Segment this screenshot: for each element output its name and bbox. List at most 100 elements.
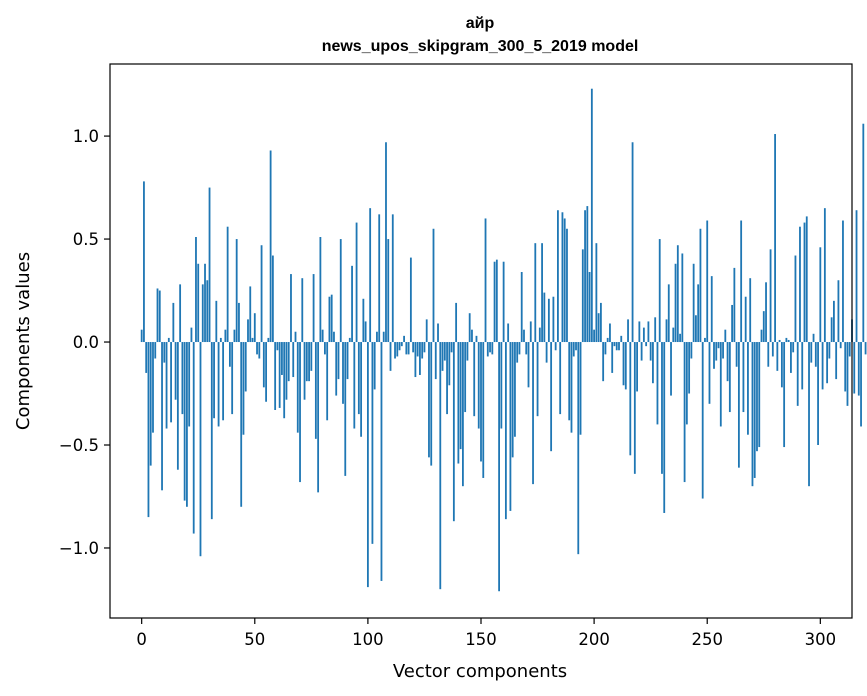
bar — [489, 342, 491, 353]
bar — [575, 342, 577, 351]
bar — [563, 218, 566, 343]
bar — [636, 342, 638, 392]
bar — [186, 342, 188, 507]
bar — [833, 300, 835, 343]
bar — [247, 319, 249, 343]
x-tick-label: 300 — [805, 630, 837, 649]
bar — [771, 342, 774, 357]
bar — [206, 280, 209, 343]
bar — [778, 339, 781, 343]
bar — [554, 342, 557, 351]
bar — [758, 342, 761, 448]
bar — [351, 265, 353, 343]
bar — [396, 342, 399, 357]
bar — [661, 342, 663, 474]
bar — [412, 342, 415, 353]
bar — [828, 342, 831, 359]
bar — [590, 88, 593, 343]
bar — [570, 342, 573, 433]
bar — [346, 342, 349, 380]
bar — [545, 342, 548, 363]
bar — [627, 319, 629, 343]
bar — [145, 342, 148, 373]
bar — [663, 342, 666, 513]
bar — [597, 313, 600, 343]
bar — [215, 300, 218, 343]
bars — [140, 88, 867, 592]
bar — [244, 342, 247, 392]
bar — [249, 286, 252, 343]
bar — [174, 342, 177, 400]
bar — [287, 342, 290, 382]
bar — [296, 342, 299, 433]
bar — [681, 253, 684, 343]
bar — [376, 331, 378, 343]
bar — [258, 342, 261, 359]
bar — [760, 329, 763, 343]
bar — [407, 342, 410, 355]
bar — [561, 212, 564, 343]
bar — [385, 142, 387, 343]
bar — [679, 333, 681, 343]
bar — [516, 342, 519, 363]
bar — [276, 342, 279, 351]
bar — [425, 319, 428, 343]
bar — [419, 342, 421, 375]
bar — [502, 261, 505, 343]
bar — [557, 210, 559, 343]
bar — [224, 329, 227, 343]
bar — [355, 222, 358, 343]
y-tick-label: 1.0 — [73, 127, 99, 146]
bar — [326, 342, 329, 421]
bar — [683, 342, 686, 483]
bar — [319, 237, 322, 343]
bar — [615, 342, 618, 351]
bar — [477, 342, 480, 429]
bar — [423, 342, 426, 353]
bar — [176, 342, 179, 470]
bar — [149, 342, 152, 466]
bar — [439, 342, 442, 590]
bar — [817, 342, 819, 445]
bar — [812, 333, 815, 343]
bar — [609, 323, 611, 343]
bar — [719, 342, 722, 427]
bar — [446, 342, 448, 415]
bar — [504, 342, 507, 520]
bar — [690, 342, 693, 359]
bar — [369, 208, 372, 343]
bar — [541, 243, 543, 343]
bar — [387, 239, 390, 343]
bar — [337, 342, 340, 380]
bar — [192, 342, 195, 534]
bar — [749, 278, 752, 343]
bar — [400, 342, 403, 347]
bar — [360, 342, 363, 437]
bar — [837, 280, 840, 343]
bar — [143, 181, 145, 343]
bar — [507, 323, 510, 343]
bar — [855, 210, 858, 343]
bar — [471, 329, 473, 343]
bar — [839, 342, 842, 349]
bar — [238, 302, 240, 343]
bar — [511, 342, 514, 458]
chart-title: айр — [466, 15, 495, 32]
bar — [283, 342, 286, 419]
bar — [265, 342, 267, 402]
bar — [441, 342, 444, 371]
bar — [647, 321, 650, 343]
bar — [405, 342, 408, 355]
bar — [731, 304, 734, 343]
bar — [584, 210, 586, 343]
bar — [344, 342, 347, 476]
bar — [622, 342, 625, 386]
bar — [509, 342, 512, 511]
bar — [233, 329, 236, 343]
bar — [790, 342, 792, 373]
bar — [713, 342, 715, 369]
bar — [724, 329, 727, 343]
bar — [301, 278, 304, 343]
x-tick-label: 250 — [691, 630, 723, 649]
bar — [195, 237, 197, 343]
